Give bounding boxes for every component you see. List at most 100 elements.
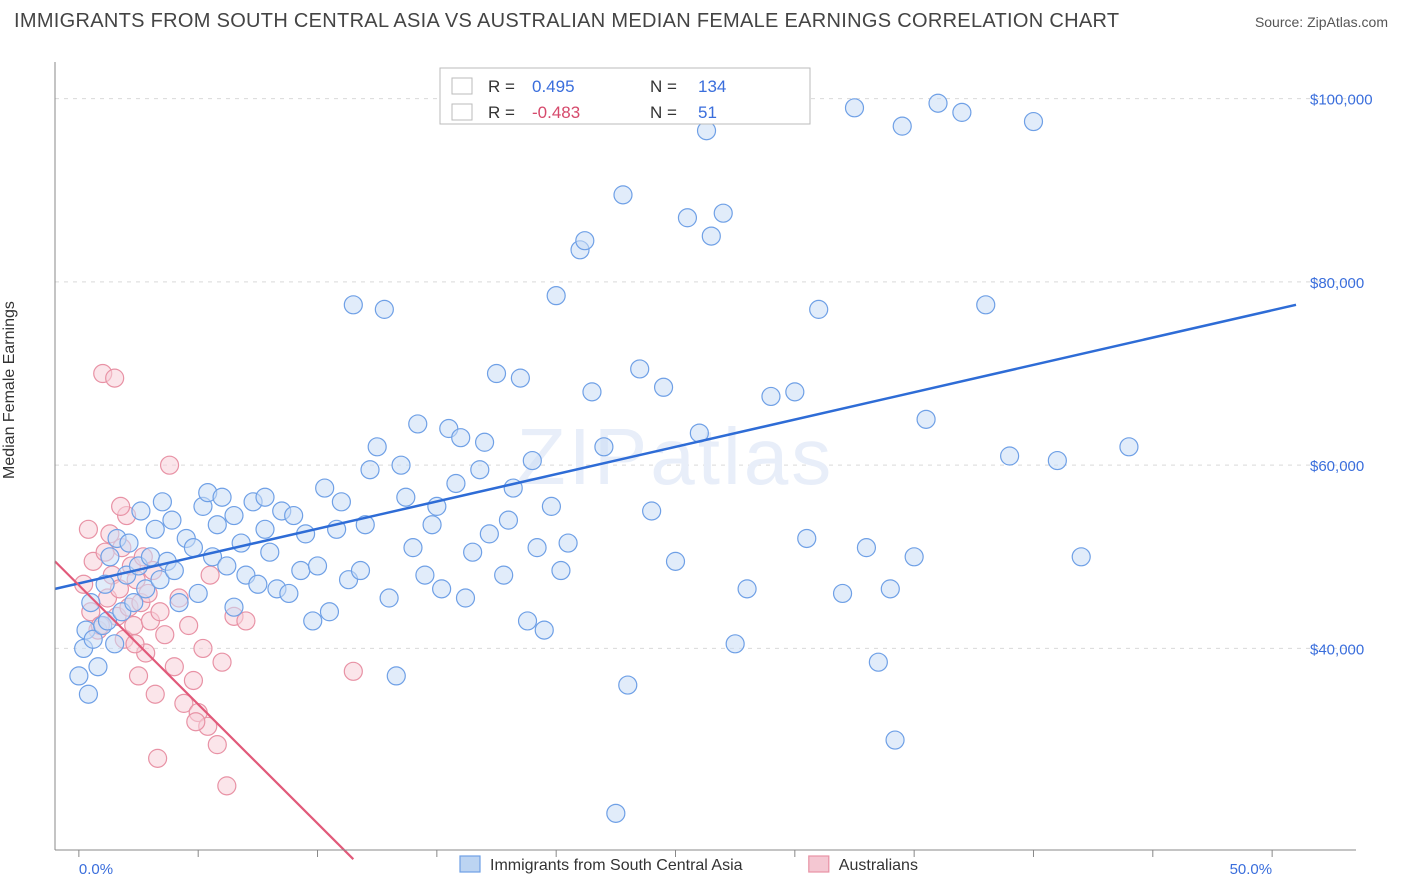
data-point (344, 296, 362, 314)
data-point (619, 676, 637, 694)
data-point (106, 369, 124, 387)
data-point (70, 667, 88, 685)
data-point (218, 557, 236, 575)
data-point (163, 511, 181, 529)
data-point (528, 539, 546, 557)
data-point (256, 520, 274, 538)
data-point (447, 474, 465, 492)
data-point (126, 635, 144, 653)
data-point (130, 667, 148, 685)
trend-line (55, 305, 1296, 589)
data-point (845, 99, 863, 117)
data-point (213, 488, 231, 506)
data-point (151, 603, 169, 621)
data-point (225, 507, 243, 525)
data-point (643, 502, 661, 520)
data-point (614, 186, 632, 204)
data-point (280, 584, 298, 602)
data-point (292, 562, 310, 580)
source-prefix: Source: (1255, 14, 1307, 30)
data-point (480, 525, 498, 543)
x-tick-label: 50.0% (1230, 861, 1273, 878)
data-point (476, 433, 494, 451)
data-point (726, 635, 744, 653)
data-point (857, 539, 875, 557)
data-point (180, 617, 198, 635)
scatter-chart: $40,000$60,000$80,000$100,000ZIPatlas0.0… (0, 50, 1406, 892)
data-point (184, 671, 202, 689)
source-name: ZipAtlas.com (1307, 14, 1388, 30)
data-point (542, 497, 560, 515)
data-point (1001, 447, 1019, 465)
data-point (433, 580, 451, 598)
data-point (1120, 438, 1138, 456)
data-point (834, 584, 852, 602)
data-point (893, 117, 911, 135)
data-point (905, 548, 923, 566)
data-point (869, 653, 887, 671)
data-point (332, 493, 350, 511)
legend-label: Australians (839, 857, 918, 874)
data-point (917, 410, 935, 428)
data-point (375, 300, 393, 318)
data-point (184, 539, 202, 557)
data-point (380, 589, 398, 607)
watermark: ZIPatlas (517, 412, 834, 501)
data-point (702, 227, 720, 245)
data-point (583, 383, 601, 401)
data-point (977, 296, 995, 314)
corr-n-label: N = (650, 77, 677, 96)
data-point (552, 562, 570, 580)
data-point (101, 548, 119, 566)
chart-title: IMMIGRANTS FROM SOUTH CENTRAL ASIA VS AU… (14, 10, 1119, 33)
chart-container: Median Female Earnings $40,000$60,000$80… (0, 50, 1406, 892)
legend-swatch (452, 78, 472, 94)
data-point (762, 387, 780, 405)
data-point (316, 479, 334, 497)
y-axis-label: Median Female Earnings (1, 301, 19, 479)
corr-n-label: N = (650, 103, 677, 122)
legend-swatch (452, 104, 472, 120)
data-point (929, 94, 947, 112)
data-point (1024, 113, 1042, 131)
data-point (89, 658, 107, 676)
data-point (519, 612, 537, 630)
data-point (607, 804, 625, 822)
data-point (535, 621, 553, 639)
data-point (464, 543, 482, 561)
data-point (488, 365, 506, 383)
data-point (655, 378, 673, 396)
data-point (208, 736, 226, 754)
data-point (523, 452, 541, 470)
data-point (153, 493, 171, 511)
corr-n-value: 51 (698, 103, 717, 122)
data-point (499, 511, 517, 529)
corr-r-value: 0.495 (532, 77, 575, 96)
data-point (576, 232, 594, 250)
corr-n-value: 134 (698, 77, 726, 96)
correlation-box: R =0.495N =134R =-0.483N =51 (440, 68, 810, 124)
data-point (256, 488, 274, 506)
data-point (387, 667, 405, 685)
y-tick-label: $60,000 (1310, 458, 1364, 475)
corr-r-label: R = (488, 103, 515, 122)
legend-swatch (460, 856, 480, 872)
data-point (547, 287, 565, 305)
data-point (146, 520, 164, 538)
corr-r-label: R = (488, 77, 515, 96)
y-tick-label: $40,000 (1310, 641, 1364, 658)
data-point (208, 516, 226, 534)
data-point (886, 731, 904, 749)
data-point (309, 557, 327, 575)
data-point (1072, 548, 1090, 566)
data-point (170, 594, 188, 612)
data-point (738, 580, 756, 598)
data-point (881, 580, 899, 598)
data-point (213, 653, 231, 671)
y-tick-label: $100,000 (1310, 92, 1373, 109)
data-point (79, 685, 97, 703)
x-tick-label: 0.0% (79, 861, 113, 878)
data-point (678, 209, 696, 227)
data-point (146, 685, 164, 703)
data-point (79, 520, 97, 538)
